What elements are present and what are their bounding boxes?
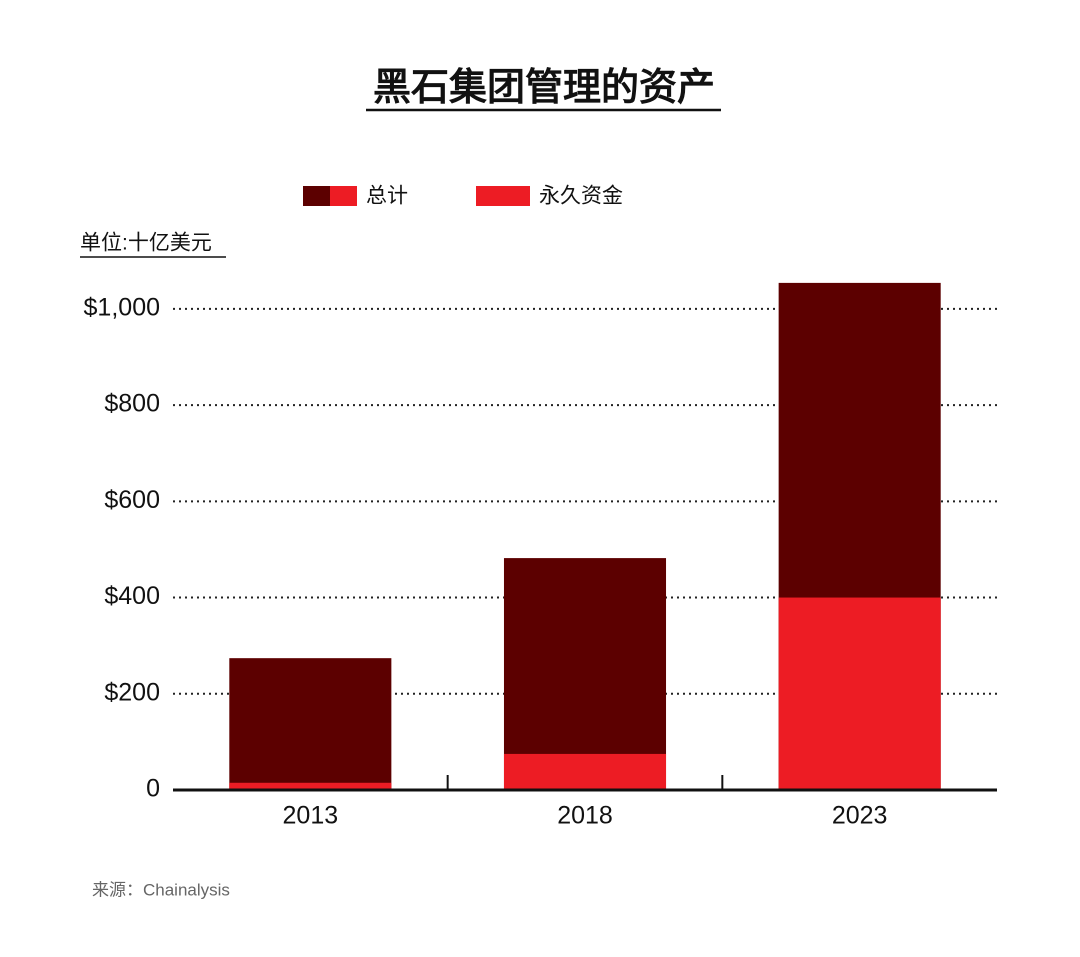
y-tick-label: $800	[104, 390, 160, 418]
legend-swatch	[476, 186, 530, 206]
y-tick-label: $600	[104, 486, 160, 514]
legend-label: 永久资金	[539, 185, 623, 208]
x-tick-label: 2023	[832, 802, 888, 830]
legend-label: 总计	[366, 185, 408, 208]
bar	[503, 753, 667, 790]
bar	[229, 658, 392, 790]
bar	[503, 558, 667, 790]
y-tick-label: $1,000	[84, 293, 160, 321]
source: 来源：Chainalysis	[92, 880, 230, 899]
y-tick-label: $200	[104, 678, 160, 706]
legend-swatch	[303, 186, 330, 206]
y-tick-label: $400	[104, 582, 160, 610]
bar	[778, 597, 941, 790]
x-tick-label: 2018	[557, 802, 613, 830]
x-tick-label: 2013	[283, 802, 339, 830]
y-tick-label: 0	[146, 775, 160, 803]
chart-title: 黑石集团管理的资产	[373, 67, 715, 109]
bar	[229, 782, 392, 790]
unit-label: 单位:十亿美元	[80, 232, 212, 255]
legend-swatch	[330, 186, 357, 206]
